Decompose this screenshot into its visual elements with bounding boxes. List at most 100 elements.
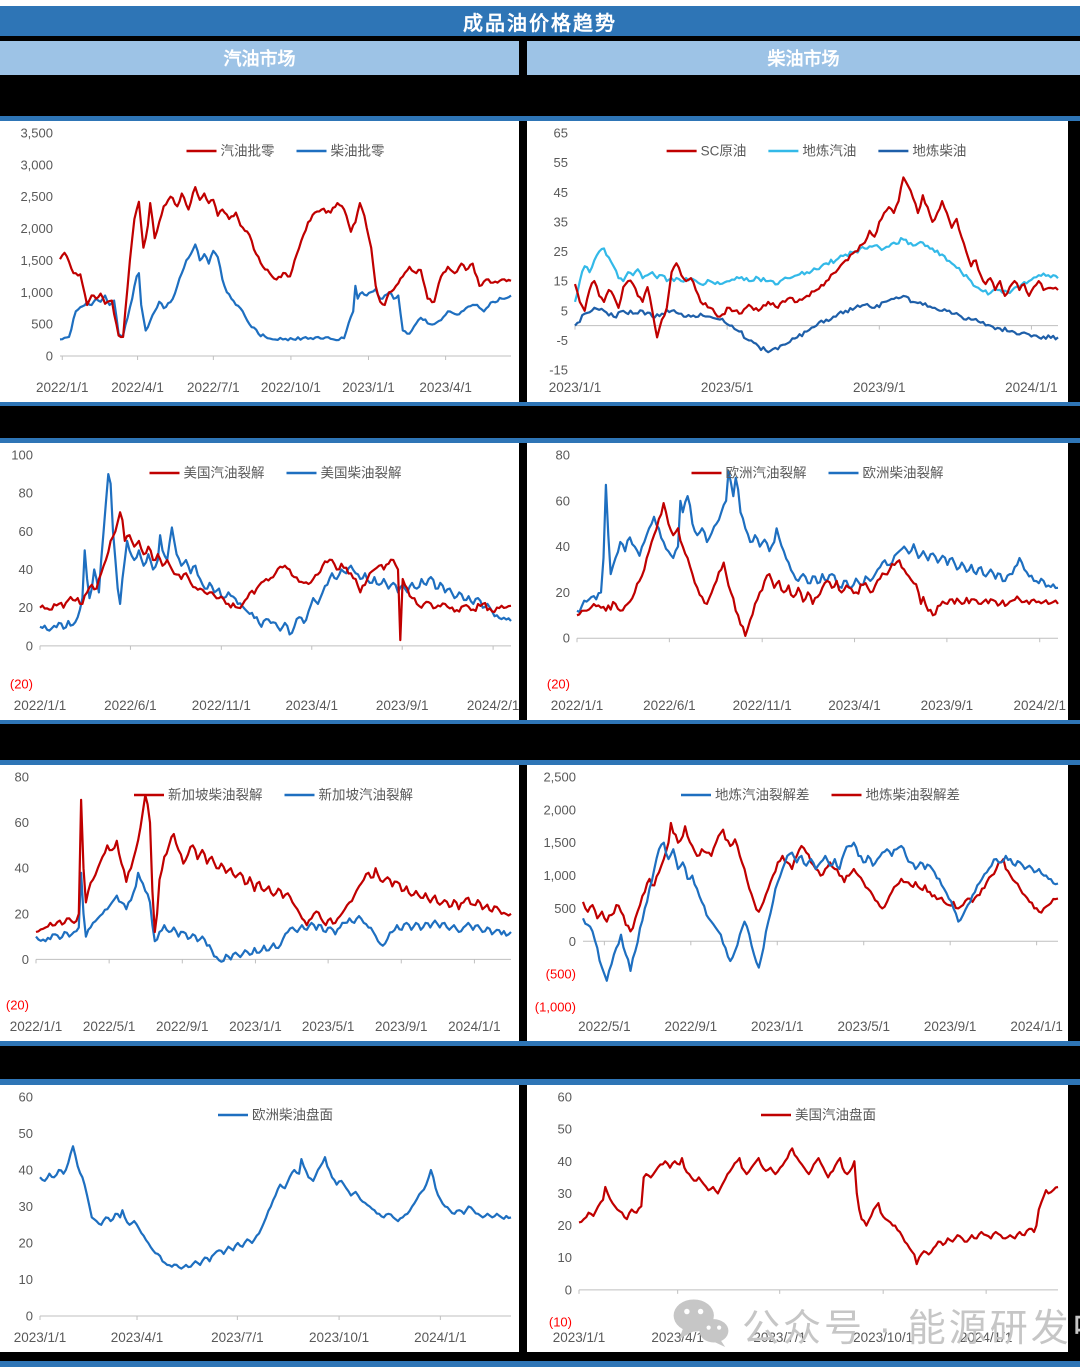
svg-text:SC原油: SC原油 [701, 144, 747, 159]
svg-text:2023/1/1: 2023/1/1 [549, 380, 602, 395]
svg-text:60: 60 [19, 1090, 33, 1105]
bottom-border [0, 1361, 1080, 1367]
svg-text:0: 0 [26, 638, 33, 653]
svg-text:(20): (20) [10, 677, 33, 692]
svg-text:1,500: 1,500 [543, 835, 576, 850]
svg-text:1,000: 1,000 [20, 285, 53, 300]
svg-text:2023/5/1: 2023/5/1 [701, 380, 754, 395]
column-divider [519, 443, 527, 720]
svg-text:汽油批零: 汽油批零 [221, 144, 275, 159]
svg-text:2024/1/1: 2024/1/1 [448, 1019, 501, 1034]
chart-eu-diesel-board: 60 50 40 30 20 10 0 2023/1/1 2023/4/1 2023/7/1 202… [14, 1090, 512, 1345]
svg-text:2023/5/1: 2023/5/1 [302, 1019, 355, 1034]
svg-text:1,000: 1,000 [543, 868, 576, 883]
svg-text:50: 50 [558, 1122, 572, 1137]
svg-text:2024/1/1: 2024/1/1 [414, 1330, 467, 1345]
svg-text:80: 80 [19, 486, 33, 501]
svg-text:2023/5/1: 2023/5/1 [837, 1019, 890, 1034]
svg-text:2022/11/1: 2022/11/1 [733, 698, 792, 713]
svg-text:80: 80 [15, 770, 29, 785]
svg-text:30: 30 [19, 1199, 33, 1214]
svg-text:2023/9/1: 2023/9/1 [376, 698, 429, 713]
svg-text:-5: -5 [556, 333, 568, 348]
svg-text:地炼柴油: 地炼柴油 [912, 144, 966, 159]
svg-text:10: 10 [558, 1250, 572, 1265]
svg-text:55: 55 [554, 155, 568, 170]
svg-text:500: 500 [31, 317, 53, 332]
svg-text:65: 65 [554, 126, 568, 141]
svg-text:500: 500 [554, 901, 576, 916]
svg-text:2023/7/1: 2023/7/1 [753, 1330, 806, 1345]
row-separator [0, 1041, 1080, 1085]
row-border [0, 116, 1080, 121]
svg-text:2023/1/1: 2023/1/1 [14, 1330, 67, 1345]
svg-text:80: 80 [556, 448, 570, 463]
header-divider [519, 41, 527, 75]
svg-text:40: 40 [556, 539, 570, 554]
chart-row-1: 3,500 3,000 2,500 2,000 1,500 1,000 500 0 2022/1… [0, 121, 1080, 402]
svg-text:2024/2/1: 2024/2/1 [1013, 698, 1066, 713]
svg-text:2023/9/1: 2023/9/1 [375, 1019, 428, 1034]
chart-row-2: 100 80 60 40 20 0 (20) 2022/1/1 2022/6/1 2022/11/… [0, 443, 1080, 720]
svg-text:40: 40 [19, 562, 33, 577]
svg-text:2023/4/1: 2023/4/1 [111, 1330, 164, 1345]
svg-text:0: 0 [563, 631, 570, 646]
svg-text:2023/9/1: 2023/9/1 [921, 698, 974, 713]
chart-singapore-crack-spreads: 80 60 40 20 0 (20) 2022/1/1 2022/5/1 2022/9/1 202… [6, 770, 512, 1034]
chart-row-4: 60 50 40 30 20 10 0 2023/1/1 2023/4/1 2023/7/1 202… [0, 1085, 1080, 1352]
svg-text:2023/1/1: 2023/1/1 [553, 1330, 606, 1345]
svg-text:2023/1/1: 2023/1/1 [229, 1019, 282, 1034]
row-separator [0, 402, 1080, 443]
column-divider [519, 121, 527, 402]
svg-text:2022/1/1: 2022/1/1 [36, 380, 89, 395]
svg-text:2024/1/1: 2024/1/1 [1005, 380, 1058, 395]
chart-us-gasoline-board: 60 50 40 30 20 10 0 (10)2023/1/1 2023/4/1 2023/7/… [549, 1090, 1059, 1345]
svg-text:柴油批零: 柴油批零 [331, 144, 385, 159]
svg-text:2024/2/1: 2024/2/1 [467, 698, 519, 713]
svg-text:1,500: 1,500 [20, 253, 53, 268]
svg-text:2022/9/1: 2022/9/1 [665, 1019, 718, 1034]
column-headers: 汽油市场 柴油市场 [0, 41, 1080, 75]
svg-text:2,000: 2,000 [20, 221, 53, 236]
svg-text:40: 40 [558, 1154, 572, 1169]
svg-text:欧洲柴油裂解: 欧洲柴油裂解 [863, 466, 944, 481]
svg-text:2023/4/1: 2023/4/1 [651, 1330, 704, 1345]
svg-text:(1,000): (1,000) [535, 1000, 576, 1015]
svg-text:60: 60 [19, 524, 33, 539]
svg-text:2023/4/1: 2023/4/1 [419, 380, 472, 395]
chart-eu-crack-spreads: 80 60 40 20 0 (20) 2022/1/1 2022/6/1 2022/11/1 20… [547, 448, 1066, 714]
svg-text:2022/5/1: 2022/5/1 [83, 1019, 136, 1034]
svg-text:2023/9/1: 2023/9/1 [924, 1019, 977, 1034]
svg-text:0: 0 [565, 1282, 572, 1297]
right-edge-band [1068, 121, 1080, 402]
svg-text:10: 10 [19, 1272, 33, 1287]
svg-text:2022/1/1: 2022/1/1 [14, 698, 67, 713]
svg-text:欧洲汽油裂解: 欧洲汽油裂解 [726, 466, 807, 481]
svg-text:2022/9/1: 2022/9/1 [156, 1019, 209, 1034]
svg-text:2,500: 2,500 [543, 770, 576, 785]
svg-text:地炼汽油裂解差: 地炼汽油裂解差 [715, 788, 810, 803]
svg-text:2024/1/1: 2024/1/1 [1010, 1019, 1063, 1034]
svg-text:2022/6/1: 2022/6/1 [104, 698, 157, 713]
svg-text:20: 20 [19, 1236, 33, 1251]
svg-text:2022/6/1: 2022/6/1 [643, 698, 696, 713]
svg-text:2023/1/1: 2023/1/1 [342, 380, 395, 395]
svg-text:25: 25 [554, 244, 568, 259]
svg-text:20: 20 [558, 1218, 572, 1233]
chart-row-3: 80 60 40 20 0 (20) 2022/1/1 2022/5/1 2022/9/1 202… [0, 765, 1080, 1041]
svg-text:2023/4/1: 2023/4/1 [285, 698, 338, 713]
chart-us-crack-spreads: 100 80 60 40 20 0 (20) 2022/1/1 2022/6/1 2022/11/… [10, 448, 519, 714]
svg-text:地炼柴油裂解差: 地炼柴油裂解差 [866, 788, 961, 803]
column-divider [519, 1085, 527, 1352]
svg-text:2024/1/1: 2024/1/1 [960, 1330, 1013, 1345]
svg-text:2022/1/1: 2022/1/1 [551, 698, 604, 713]
svg-text:5: 5 [561, 303, 568, 318]
bottom-band [0, 1352, 1080, 1361]
svg-text:100: 100 [11, 448, 33, 463]
right-edge-band [1068, 1085, 1080, 1352]
title-divider [0, 36, 1080, 41]
svg-text:35: 35 [554, 214, 568, 229]
svg-text:2022/7/1: 2022/7/1 [187, 380, 240, 395]
svg-text:60: 60 [558, 1090, 572, 1105]
